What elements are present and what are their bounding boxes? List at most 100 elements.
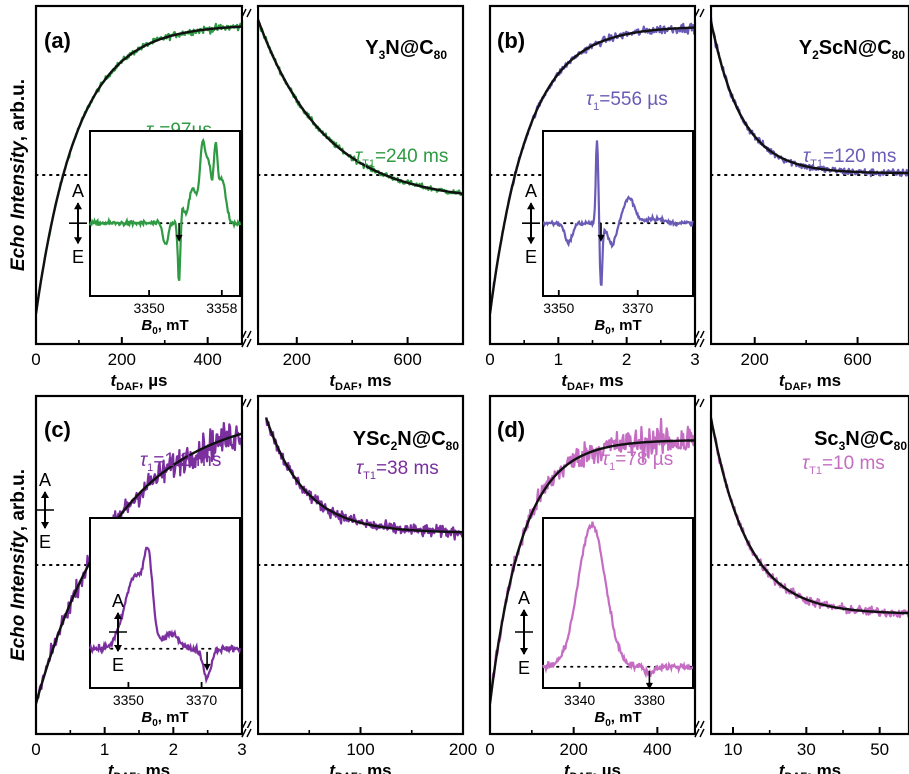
- fit-curve-a-left: [36, 25, 242, 314]
- inset-tick-label: 3350: [543, 300, 574, 316]
- x-tick-label-b-right: 600: [843, 350, 871, 369]
- inset-frame-b: [542, 130, 694, 297]
- inset-tick-label: 3358: [206, 300, 237, 316]
- axes-frame-b-right: [709, 4, 909, 346]
- axis-break-c: [241, 728, 257, 740]
- inset-x-label: B0, mT: [141, 709, 188, 729]
- panel-d-left: 0 200 400 tDAF, µs: [485, 394, 697, 774]
- x-tick-label-d-left: 0: [485, 740, 494, 759]
- inset-tick-label: 3350: [134, 300, 165, 316]
- panel-letter-c: (c): [44, 417, 71, 442]
- absorption-label: A: [525, 181, 537, 201]
- panel-c-right: 100 200 tDAF, ms: [256, 394, 477, 774]
- x-tick-label-c-left: 3: [237, 740, 246, 759]
- fit-curve-b-right: [711, 20, 909, 175]
- emission-label: E: [72, 247, 84, 267]
- y-axis-label-bottom: Echo Intensity, arb.u.: [8, 469, 29, 661]
- axis-break-a: [241, 338, 257, 350]
- inset-tick-label: 3370: [186, 692, 217, 708]
- emission-label: E: [112, 655, 124, 675]
- inset-trace-d: [541, 521, 694, 679]
- axis-break-d: [694, 728, 710, 740]
- absorption-emission-arrow-c-inset: AE: [109, 591, 127, 675]
- absorption-label: A: [518, 588, 530, 608]
- emission-label: E: [39, 532, 51, 552]
- tau-label-c-left: τ1=1.2 ms: [140, 450, 221, 474]
- fit-curve-b-left: [490, 26, 695, 314]
- x-tick-label-c-left: 2: [169, 740, 178, 759]
- panel-d-right: 10 30 50 tDAF, ms: [709, 394, 909, 774]
- fit-curve-c-left: [36, 432, 242, 704]
- x-tick-label-c-left: 0: [31, 740, 40, 759]
- tau-label-d-left: τ1=78 µs: [602, 449, 673, 473]
- x-axis-label-d-right: tDAF, ms: [779, 761, 841, 774]
- panel-c-left: 0 1 2 3 tDAF, ms: [31, 394, 247, 774]
- inset-trace-c: [88, 546, 242, 685]
- absorption-emission-arrow-c: AE: [36, 470, 54, 552]
- inset-frame-d: [542, 517, 694, 689]
- x-axis-label-b-left: tDAF, ms: [561, 371, 623, 393]
- axes-frame-a-right: [256, 4, 465, 346]
- x-tick-label-a-left: 200: [108, 350, 136, 369]
- panel-a-left: 0 200 400 tDAF, µs: [31, 4, 244, 393]
- axes-frame-a-left: [34, 4, 244, 346]
- x-tick-label-d-right: 50: [870, 740, 889, 759]
- data-trace-c-left: [36, 421, 242, 704]
- panel-letter-b: (b): [497, 28, 525, 53]
- emission-label: E: [525, 247, 537, 267]
- x-tick-label-d-left: 400: [643, 740, 671, 759]
- fit-curve-a-right: [258, 19, 463, 195]
- x-tick-label-d-right: 30: [797, 740, 816, 759]
- absorption-label: A: [112, 591, 124, 611]
- x-tick-label-c-right: 100: [346, 740, 374, 759]
- axis-break-c: [241, 398, 257, 732]
- inset-tick-label: 3380: [634, 692, 665, 708]
- inset-x-label: B0, mT: [594, 317, 641, 337]
- tau-label-b-right: τT1=120 ms: [803, 146, 896, 170]
- absorption-emission-arrow-a: AE: [69, 181, 87, 267]
- x-axis-label-b-right: tDAF, ms: [779, 371, 841, 393]
- panel-b-left: 0 1 2 3 tDAF, ms: [485, 4, 700, 393]
- x-axis-label-c-left: tDAF, ms: [108, 761, 170, 774]
- tau-label-c-right: τT1=38 ms: [356, 458, 439, 482]
- inset-tick-label: 3370: [622, 300, 653, 316]
- x-tick-label-b-left: 3: [690, 350, 699, 369]
- x-tick-label-b-right: 200: [741, 350, 769, 369]
- absorption-emission-arrow-b: AE: [522, 181, 540, 267]
- axis-break-a: [241, 8, 257, 342]
- x-tick-label-a-left: 400: [193, 350, 221, 369]
- y-axis-label-top: Echo Intensity, arb.u.: [8, 79, 29, 271]
- inset-trace-b: [542, 140, 694, 287]
- x-tick-label-a-right: 200: [283, 350, 311, 369]
- tau-label-a-right: τT1=240 ms: [355, 146, 448, 170]
- fit-curve-c-right: [265, 417, 463, 534]
- x-tick-label-b-left: 2: [622, 350, 631, 369]
- inset-trace-a: [88, 137, 242, 281]
- absorption-label: A: [72, 181, 84, 201]
- x-axis-label-c-right: tDAF, ms: [329, 761, 391, 774]
- axis-break-b: [694, 8, 710, 342]
- x-axis-label-d-left: tDAF, µs: [564, 761, 621, 774]
- tau-label-d-right: τT1=10 ms: [802, 453, 885, 477]
- x-tick-label-a-left: 0: [31, 350, 40, 369]
- x-axis-label-a-right: tDAF, ms: [329, 371, 391, 393]
- inset-x-label: B0, mT: [141, 317, 188, 337]
- inset-spectrum-a: 3350 3358 B0, mT: [88, 130, 242, 337]
- axis-break-d: [694, 398, 710, 732]
- x-tick-label-c-right: 200: [449, 740, 477, 759]
- compound-label-d: Sc3N@C80: [814, 428, 907, 453]
- x-tick-label-d-right: 10: [724, 740, 743, 759]
- inset-tick-label: 3340: [564, 692, 595, 708]
- panel-letter-d: (d): [497, 417, 525, 442]
- axes-frame-d-right: [709, 394, 909, 736]
- inset-x-label: B0, mT: [594, 709, 641, 729]
- x-tick-label-a-right: 600: [393, 350, 421, 369]
- x-axis-label-a-left: tDAF, µs: [111, 371, 168, 393]
- fit-curve-d-left: [490, 439, 695, 704]
- axis-break-b: [694, 338, 710, 350]
- panel-letter-a: (a): [44, 28, 71, 53]
